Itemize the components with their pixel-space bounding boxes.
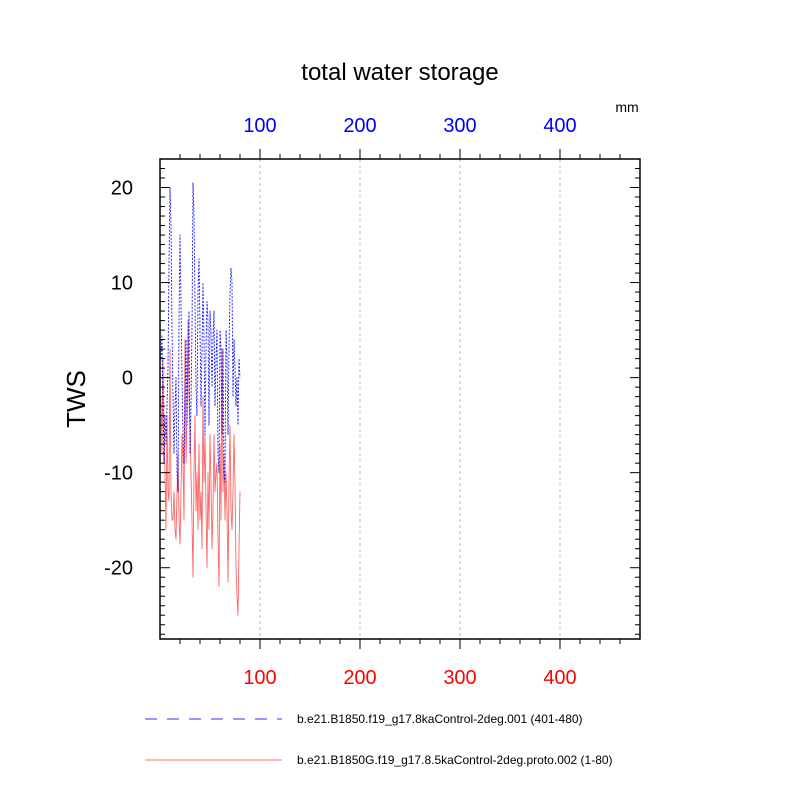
grid-lines — [259, 159, 561, 639]
x-bottom-tick-label-100: 100 — [243, 667, 276, 689]
chart-title: total water storage — [301, 59, 498, 86]
units-label: mm — [615, 99, 638, 115]
legend: b.e21.B1850.f19_g17.8kaControl-2deg.001 … — [145, 712, 613, 767]
y-tick-label--10: -10 — [104, 463, 133, 485]
legend-label-series-2: b.e21.B1850G.f19_g17.8.5kaControl-2deg.p… — [297, 753, 613, 767]
y-tick-label--20: -20 — [104, 558, 133, 580]
x-top-tick-label-200: 200 — [343, 115, 376, 137]
series-line-2 — [160, 320, 241, 616]
y-tick-label-10: 10 — [111, 273, 133, 295]
x-bottom-tick-label-300: 300 — [443, 667, 476, 689]
plot-frame — [159, 158, 641, 640]
y-tick-label-20: 20 — [111, 178, 133, 200]
y-tick-label-0: 0 — [122, 368, 133, 390]
x-top-tick-label-400: 400 — [543, 115, 576, 137]
x-bottom-tick-label-200: 200 — [343, 667, 376, 689]
series-line-1 — [160, 182, 241, 493]
x-top-tick-label-100: 100 — [243, 115, 276, 137]
x-bottom-tick-label-400: 400 — [543, 667, 576, 689]
x-top-tick-label-300: 300 — [443, 115, 476, 137]
y-axis-label: TWS — [61, 370, 91, 428]
legend-label-series-1: b.e21.B1850.f19_g17.8kaControl-2deg.001 … — [297, 712, 583, 726]
series-layer — [160, 182, 241, 616]
